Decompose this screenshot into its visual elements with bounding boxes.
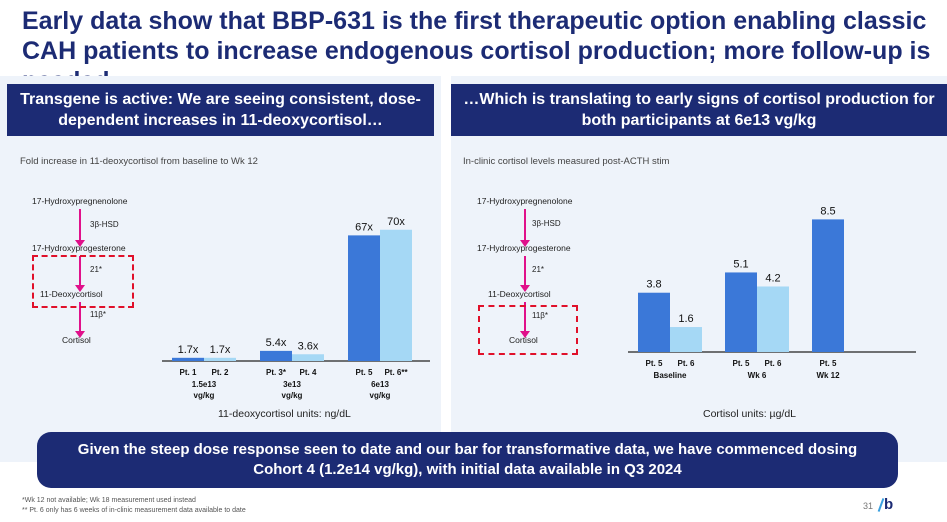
pathway-highlight-box [478,305,578,355]
right-chart-subtitle: In-clinic cortisol levels measured post-… [463,156,670,167]
bar-value-label: 8.5 [820,205,835,217]
bar-category-label: Pt. 6** [384,368,408,377]
left-chart-subtitle: Fold increase in 11-deoxycortisol from b… [20,156,258,167]
bar-category-label: Pt. 5 [356,368,373,377]
group-label: vg/kg [282,391,303,400]
pathway-arrow [75,209,85,247]
bar-category-label: Pt. 5 [733,359,750,368]
bar-value-label: 1.6 [678,313,693,325]
left-bar-chart: 1.7x Pt. 1 1.7x Pt. 2 1.5e13 vg/kg 5.4x Pt. 3* 3… [162,216,430,400]
pathway-enzyme-11b: 11β* [90,310,107,319]
bar-category-label: Pt. 6 [678,359,695,368]
bar [260,350,292,361]
pathway-step-cortisol: Cortisol [509,335,538,345]
group-label: 1.5e13 [192,380,217,389]
footnote-2: ** Pt. 6 only has 6 weeks of in-clinic m… [22,507,246,514]
bar-category-label: Pt. 6 [765,359,782,368]
right-units-label: Cortisol units: µg/dL [703,408,797,420]
slide-title: Early data show that BBP-631 is the firs… [22,7,931,95]
group-label: vg/kg [194,391,215,400]
bar-value-label: 5.4x [266,337,287,349]
bar-value-label: 3.8 [646,279,661,291]
right-panel: …Which is translating to early signs of … [451,76,947,462]
pathway-step-11-deoxycortisol: 11-Deoxycortisol [488,289,551,299]
bar [172,357,204,361]
pathway-arrow [75,302,85,338]
group-label: Wk 12 [816,371,840,380]
pathway-highlight-box [32,255,134,308]
bar-category-label: Pt. 5 [820,359,837,368]
right-bar-chart: 3.8 Pt. 5 1.6 Pt. 6 Baseline 5.1 Pt. 5 4.2 Pt. 6… [628,205,916,380]
group-label: vg/kg [370,391,391,400]
group-label: 6e13 [371,380,389,389]
bar-value-label: 70x [387,216,405,228]
left-units-label: 11-deoxycortisol units: ng/dL [218,408,351,420]
pathway-step-17-hydroxyprogesterone: 17-Hydroxyprogesterone [477,243,571,253]
pathway-arrow [520,209,530,247]
pathway-step-17-hydroxypregnenolone: 17-Hydroxypregnenolone [32,196,128,206]
bar-value-label: 5.1 [733,258,748,270]
footnotes: *Wk 12 not available; Wk 18 measurement … [22,496,246,516]
conclusion-banner: Given the steep dose response seen to da… [37,432,898,488]
bar [292,354,324,361]
group-label: Wk 6 [748,371,767,380]
bar [812,219,844,352]
group-label: Baseline [654,371,687,380]
company-logo: b [884,496,894,513]
bar-value-label: 1.7x [210,344,231,356]
bar [638,292,670,352]
bar [670,327,702,352]
left-panel-header: Transgene is active: We are seeing consi… [7,84,434,136]
pathway-step-11-deoxycortisol: 11-Deoxycortisol [40,289,103,299]
pathway-arrow [75,256,85,292]
pathway-enzyme-3b-hsd: 3β-HSD [532,219,561,228]
footnote-1: *Wk 12 not available; Wk 18 measurement … [22,497,196,504]
pathway-enzyme-3b-hsd: 3β-HSD [90,220,119,229]
bar-value-label: 1.7x [178,344,199,356]
page-number: 31 [863,501,874,511]
bar-category-label: Pt. 3* [266,368,287,377]
bar [725,272,757,352]
bar-value-label: 67x [355,221,373,233]
pathway-step-cortisol: Cortisol [62,335,91,345]
right-panel-header: …Which is translating to early signs of … [451,84,947,136]
pathway-enzyme-11b: 11β* [532,311,549,320]
bar-value-label: 3.6x [298,340,319,352]
bar [348,235,380,361]
group-label: 3e13 [283,380,301,389]
bar-category-label: Pt. 5 [646,359,663,368]
pathway-arrow [520,256,530,292]
bar [757,286,789,352]
pathway-enzyme-21: 21* [532,265,545,274]
bar-category-label: Pt. 4 [300,368,317,377]
bar [204,357,236,361]
bar [380,229,412,361]
pathway-step-17-hydroxyprogesterone: 17-Hydroxyprogesterone [32,243,126,253]
pathway-enzyme-21: 21* [90,265,103,274]
pathway-step-17-hydroxypregnenolone: 17-Hydroxypregnenolone [477,196,573,206]
pathway-arrow [520,302,530,338]
left-panel: Transgene is active: We are seeing consi… [0,76,441,462]
bar-category-label: Pt. 1 [180,368,197,377]
bar-category-label: Pt. 2 [212,368,229,377]
bar-value-label: 4.2 [765,272,780,284]
